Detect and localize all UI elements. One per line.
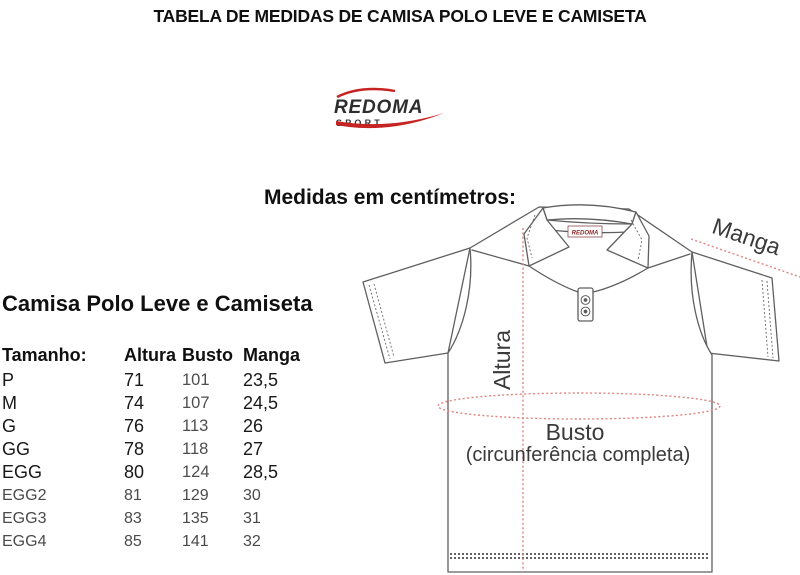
- table-row: M 74 107 24,5: [2, 392, 322, 415]
- height-label: Altura: [489, 330, 515, 390]
- right-collar-stitch: [630, 219, 643, 261]
- height-cell: 81: [124, 487, 142, 504]
- size-cell: P: [2, 370, 15, 390]
- height-cell: 80: [124, 462, 145, 482]
- sleeve-cell: 23,5: [243, 370, 279, 390]
- bust-label: Busto: [546, 419, 605, 445]
- bust-cell: 107: [182, 394, 210, 412]
- button-top-hole: [583, 298, 588, 302]
- right-neckline: [592, 267, 649, 293]
- polo-shirt-diagram: REDOMA Altura Manga Busto (circunferênci…: [362, 204, 800, 573]
- bust-cell: 141: [182, 533, 209, 550]
- table-row: EGG3 83 135 31: [2, 507, 322, 530]
- table-row: EGG 80 124 28,5: [2, 461, 322, 484]
- table-row: EGG4 85 141 32: [2, 530, 322, 553]
- button-bottom-hole: [583, 309, 588, 314]
- sleeve-cell: 27: [243, 439, 264, 459]
- table-row: EGG2 81 129 30: [2, 484, 322, 507]
- logo-top-swoosh-shape: [336, 87, 396, 99]
- height-cell: 71: [124, 370, 145, 390]
- size-cell: EGG4: [2, 533, 47, 550]
- bust-cell: 135: [182, 510, 209, 527]
- sleeve-cell: 26: [243, 416, 264, 436]
- header-sleeve: Manga: [243, 345, 301, 365]
- bust-sublabel: (circunferência completa): [466, 444, 691, 466]
- logo-brand-text: REDOMA: [334, 97, 423, 118]
- bust-cell: 113: [182, 417, 209, 435]
- page-title: TABELA DE MEDIDAS DE CAMISA POLO LEVE E …: [153, 6, 647, 26]
- bust-cell: 101: [182, 371, 210, 389]
- sleeve-label: Manga: [709, 213, 784, 261]
- table-row: P 71 101 23,5: [2, 369, 322, 392]
- size-cell: G: [2, 416, 17, 436]
- left-cuff-stitch-2: [373, 283, 395, 358]
- collar-tag-text: REDOMA: [572, 231, 599, 237]
- collar-band-seam: [546, 219, 633, 225]
- left-sleeve-shape: [362, 247, 471, 364]
- bust-cell: 129: [182, 487, 209, 504]
- table-row: G 76 113 26: [2, 415, 322, 438]
- left-collar-wing-shape: [523, 207, 570, 267]
- section-heading: Camisa Polo Leve e Camiseta: [2, 291, 313, 316]
- collar-tag-shape: [567, 225, 603, 238]
- left-neckline: [528, 265, 579, 293]
- size-cell: EGG2: [2, 487, 47, 504]
- measurements-table: Tamanho: Altura Busto Manga P 71 101 23,…: [2, 344, 322, 553]
- left-collar-stitch: [526, 214, 536, 259]
- size-cell: EGG3: [2, 510, 47, 527]
- bust-cell: 118: [182, 440, 209, 458]
- torso-shape: [447, 206, 713, 573]
- height-cell: 83: [124, 510, 142, 527]
- table-header-row: Tamanho: Altura Busto Manga: [2, 344, 322, 367]
- height-cell: 74: [124, 393, 145, 413]
- logo-bottom-swoosh-shape: [336, 113, 444, 129]
- size-cell: M: [2, 393, 17, 413]
- right-sleeve-shape: [691, 251, 780, 362]
- bust-cell: 124: [182, 463, 210, 481]
- bust-measure-ellipse: [437, 392, 721, 420]
- sleeve-cell: 32: [243, 533, 261, 550]
- header-size: Tamanho:: [2, 345, 87, 365]
- right-cuff-stitch-1: [766, 280, 774, 359]
- left-shoulder-seam: [471, 249, 530, 267]
- right-cuff-stitch-2: [761, 279, 769, 358]
- height-cell: 85: [124, 533, 142, 550]
- sleeve-cell: 28,5: [243, 462, 279, 482]
- units-subtitle: Medidas em centímetros:: [263, 186, 517, 209]
- brand-logo: REDOMA SPORT: [334, 87, 444, 129]
- size-cell: EGG: [2, 462, 43, 482]
- logo-sub-text: SPORT: [336, 118, 383, 128]
- header-height: Altura: [124, 345, 177, 365]
- table-row: GG 78 118 27: [2, 438, 322, 461]
- sleeve-cell: 24,5: [243, 393, 279, 413]
- right-collar-wing-shape: [606, 211, 650, 269]
- sleeve-cell: 30: [243, 487, 261, 504]
- header-bust: Busto: [182, 345, 233, 365]
- sleeve-cell: 31: [243, 510, 261, 527]
- height-cell: 76: [124, 416, 145, 436]
- size-cell: GG: [2, 439, 31, 459]
- sleeve-measure-line: [690, 238, 800, 278]
- right-shoulder-seam: [647, 253, 691, 269]
- height-cell: 78: [124, 439, 145, 459]
- left-cuff-stitch-1: [368, 284, 391, 360]
